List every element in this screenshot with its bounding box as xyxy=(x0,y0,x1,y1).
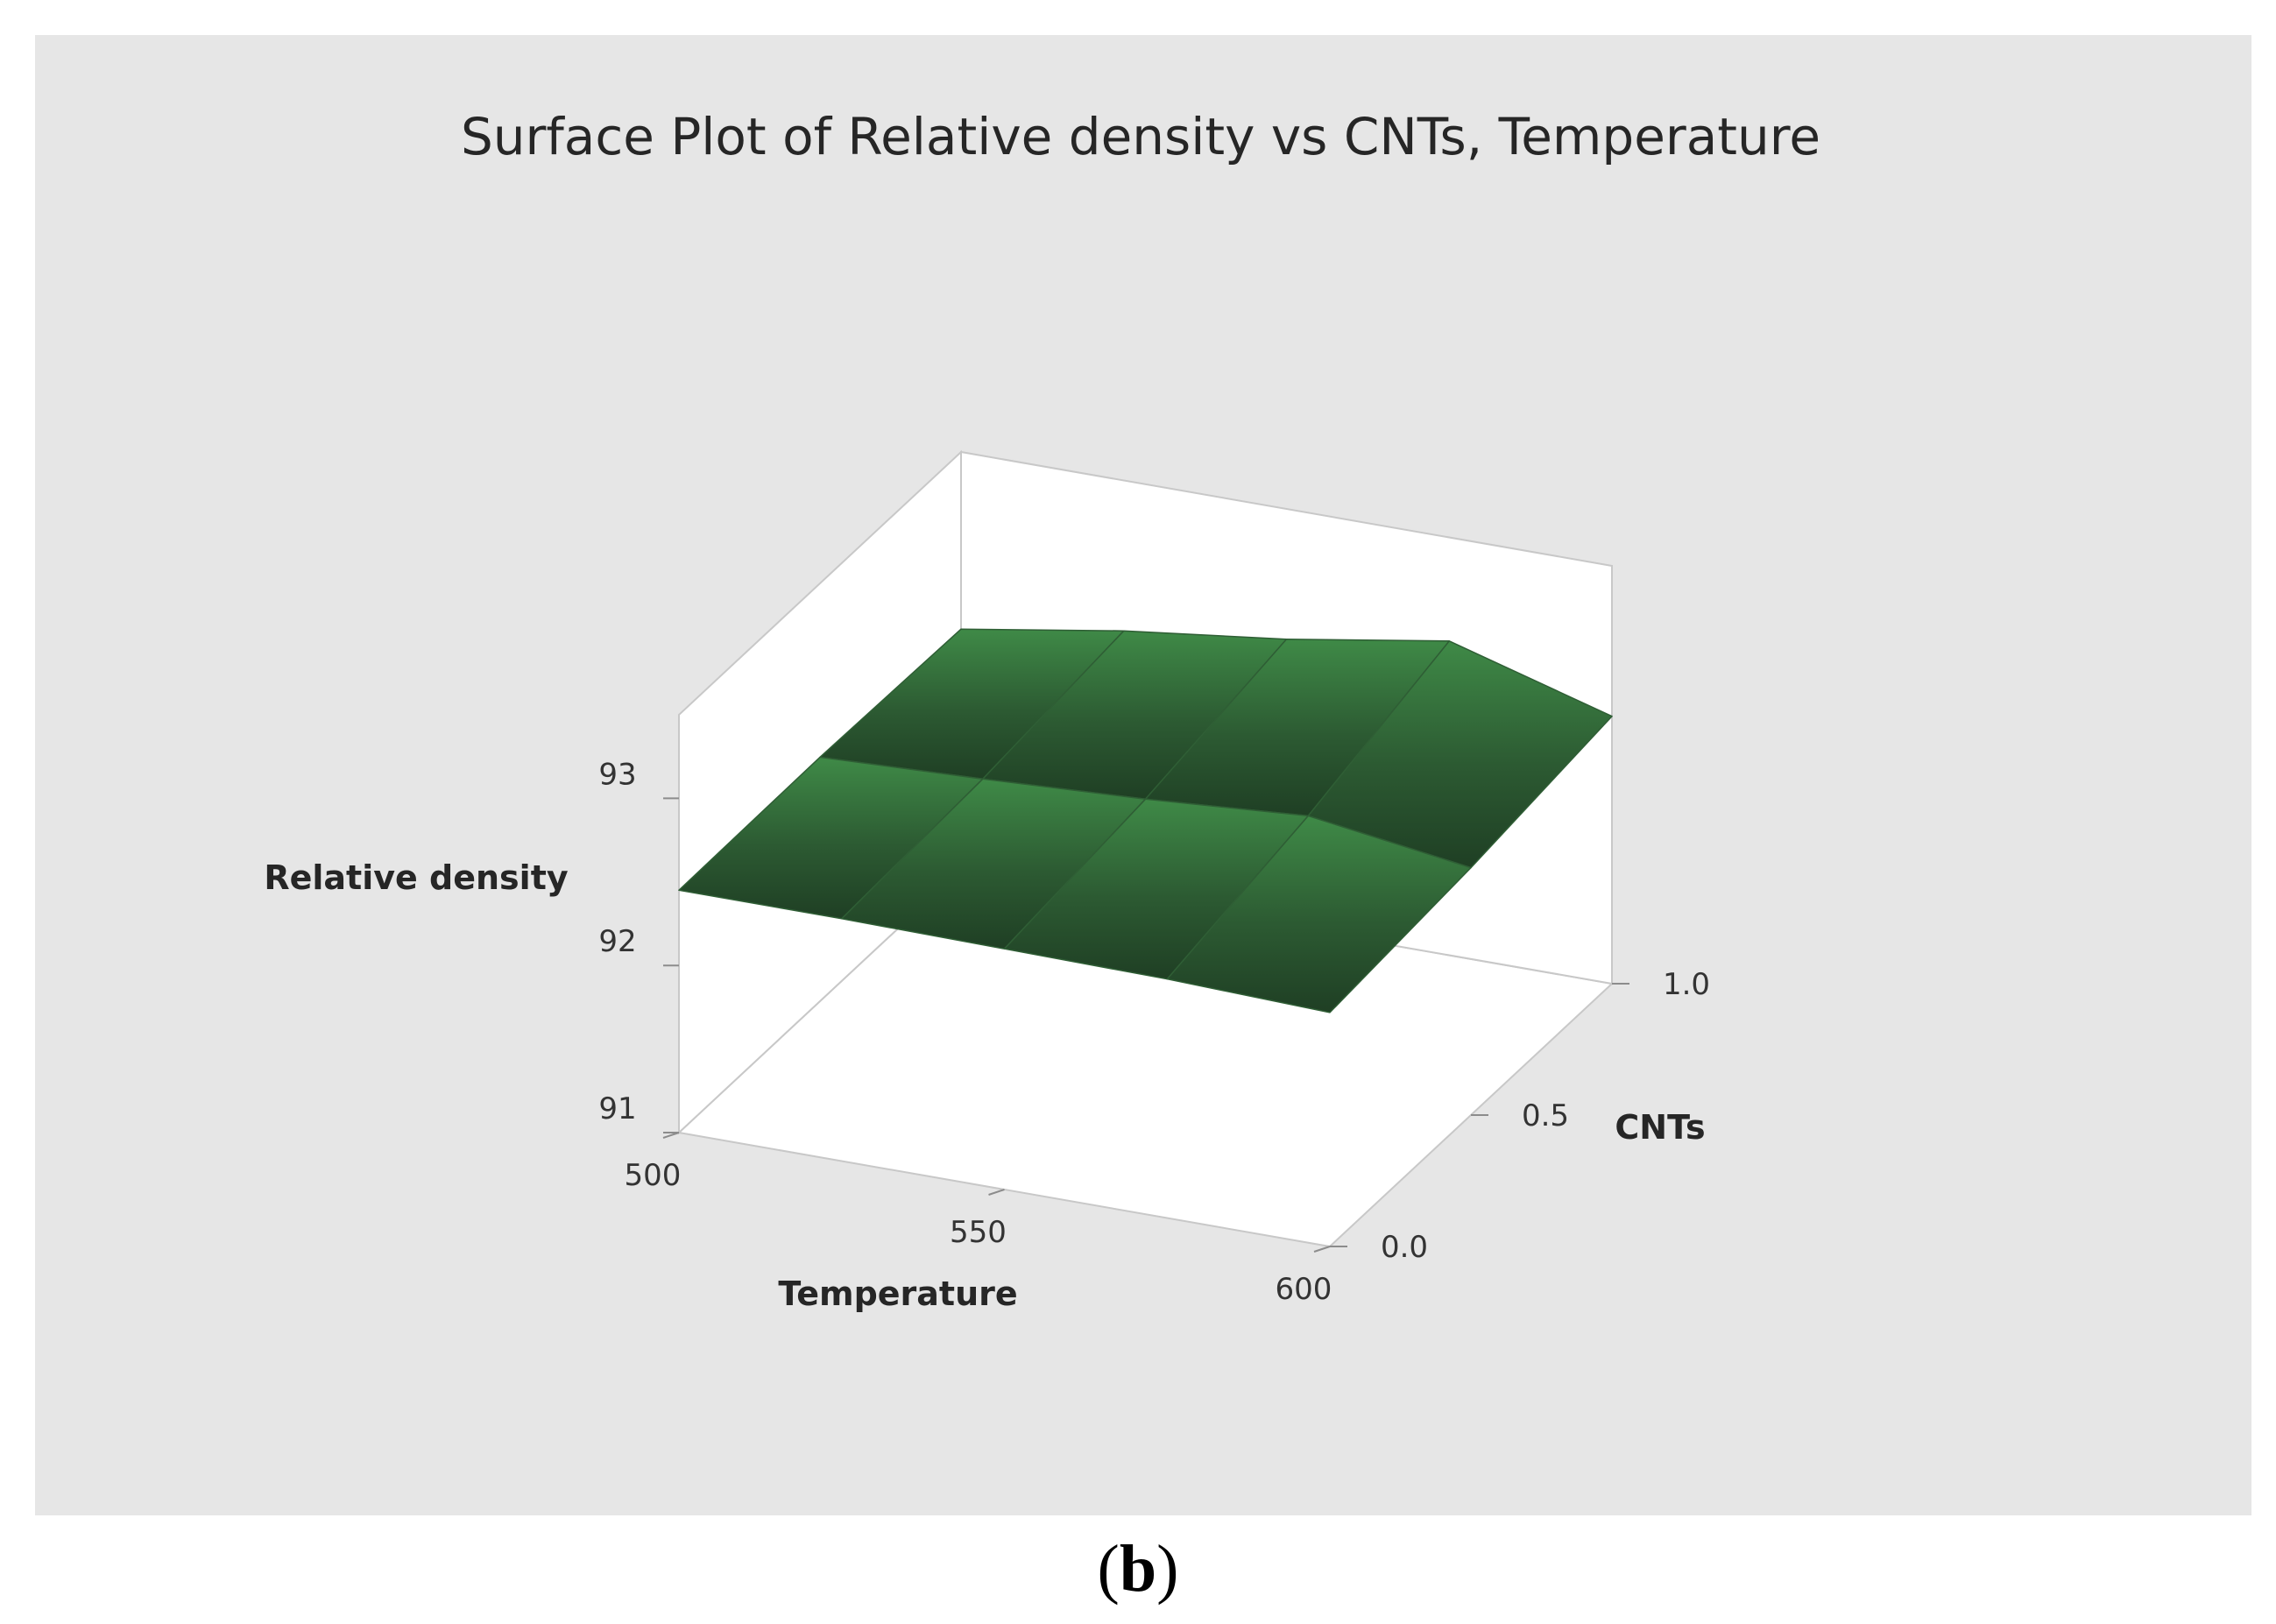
y-tick-label: 1.0 xyxy=(1663,967,1710,1002)
caption-letter: b xyxy=(1119,1532,1157,1606)
z-axis-label: Relative density xyxy=(264,858,568,897)
x-tick-label: 500 xyxy=(625,1158,682,1193)
y-tick-label: 0.0 xyxy=(1381,1230,1428,1265)
chart-title: Surface Plot of Relative density vs CNTs… xyxy=(460,107,1821,166)
y-tick-label: 0.5 xyxy=(1522,1098,1569,1133)
x-axis-label: Temperature xyxy=(778,1274,1017,1313)
x-tick-label: 550 xyxy=(950,1215,1007,1250)
z-tick-label: 93 xyxy=(598,757,636,792)
panel-caption: (b) xyxy=(0,1531,2276,1607)
caption-open-paren: ( xyxy=(1097,1532,1120,1606)
caption-close-paren: ) xyxy=(1156,1532,1179,1606)
z-tick-label: 91 xyxy=(598,1091,636,1126)
surface-patch xyxy=(1166,815,1472,1013)
y-axis-label: CNTs xyxy=(1615,1108,1705,1147)
axis-ticks: 500 550 600 0.0 0.5 1.0 91 92 93 xyxy=(598,757,1710,1307)
x-tick-mark xyxy=(1313,1246,1331,1253)
x-tick-label: 600 xyxy=(1276,1272,1332,1307)
x-tick-mark xyxy=(988,1189,1005,1196)
z-tick-label: 92 xyxy=(598,924,636,959)
surface-mesh xyxy=(678,628,1613,1013)
